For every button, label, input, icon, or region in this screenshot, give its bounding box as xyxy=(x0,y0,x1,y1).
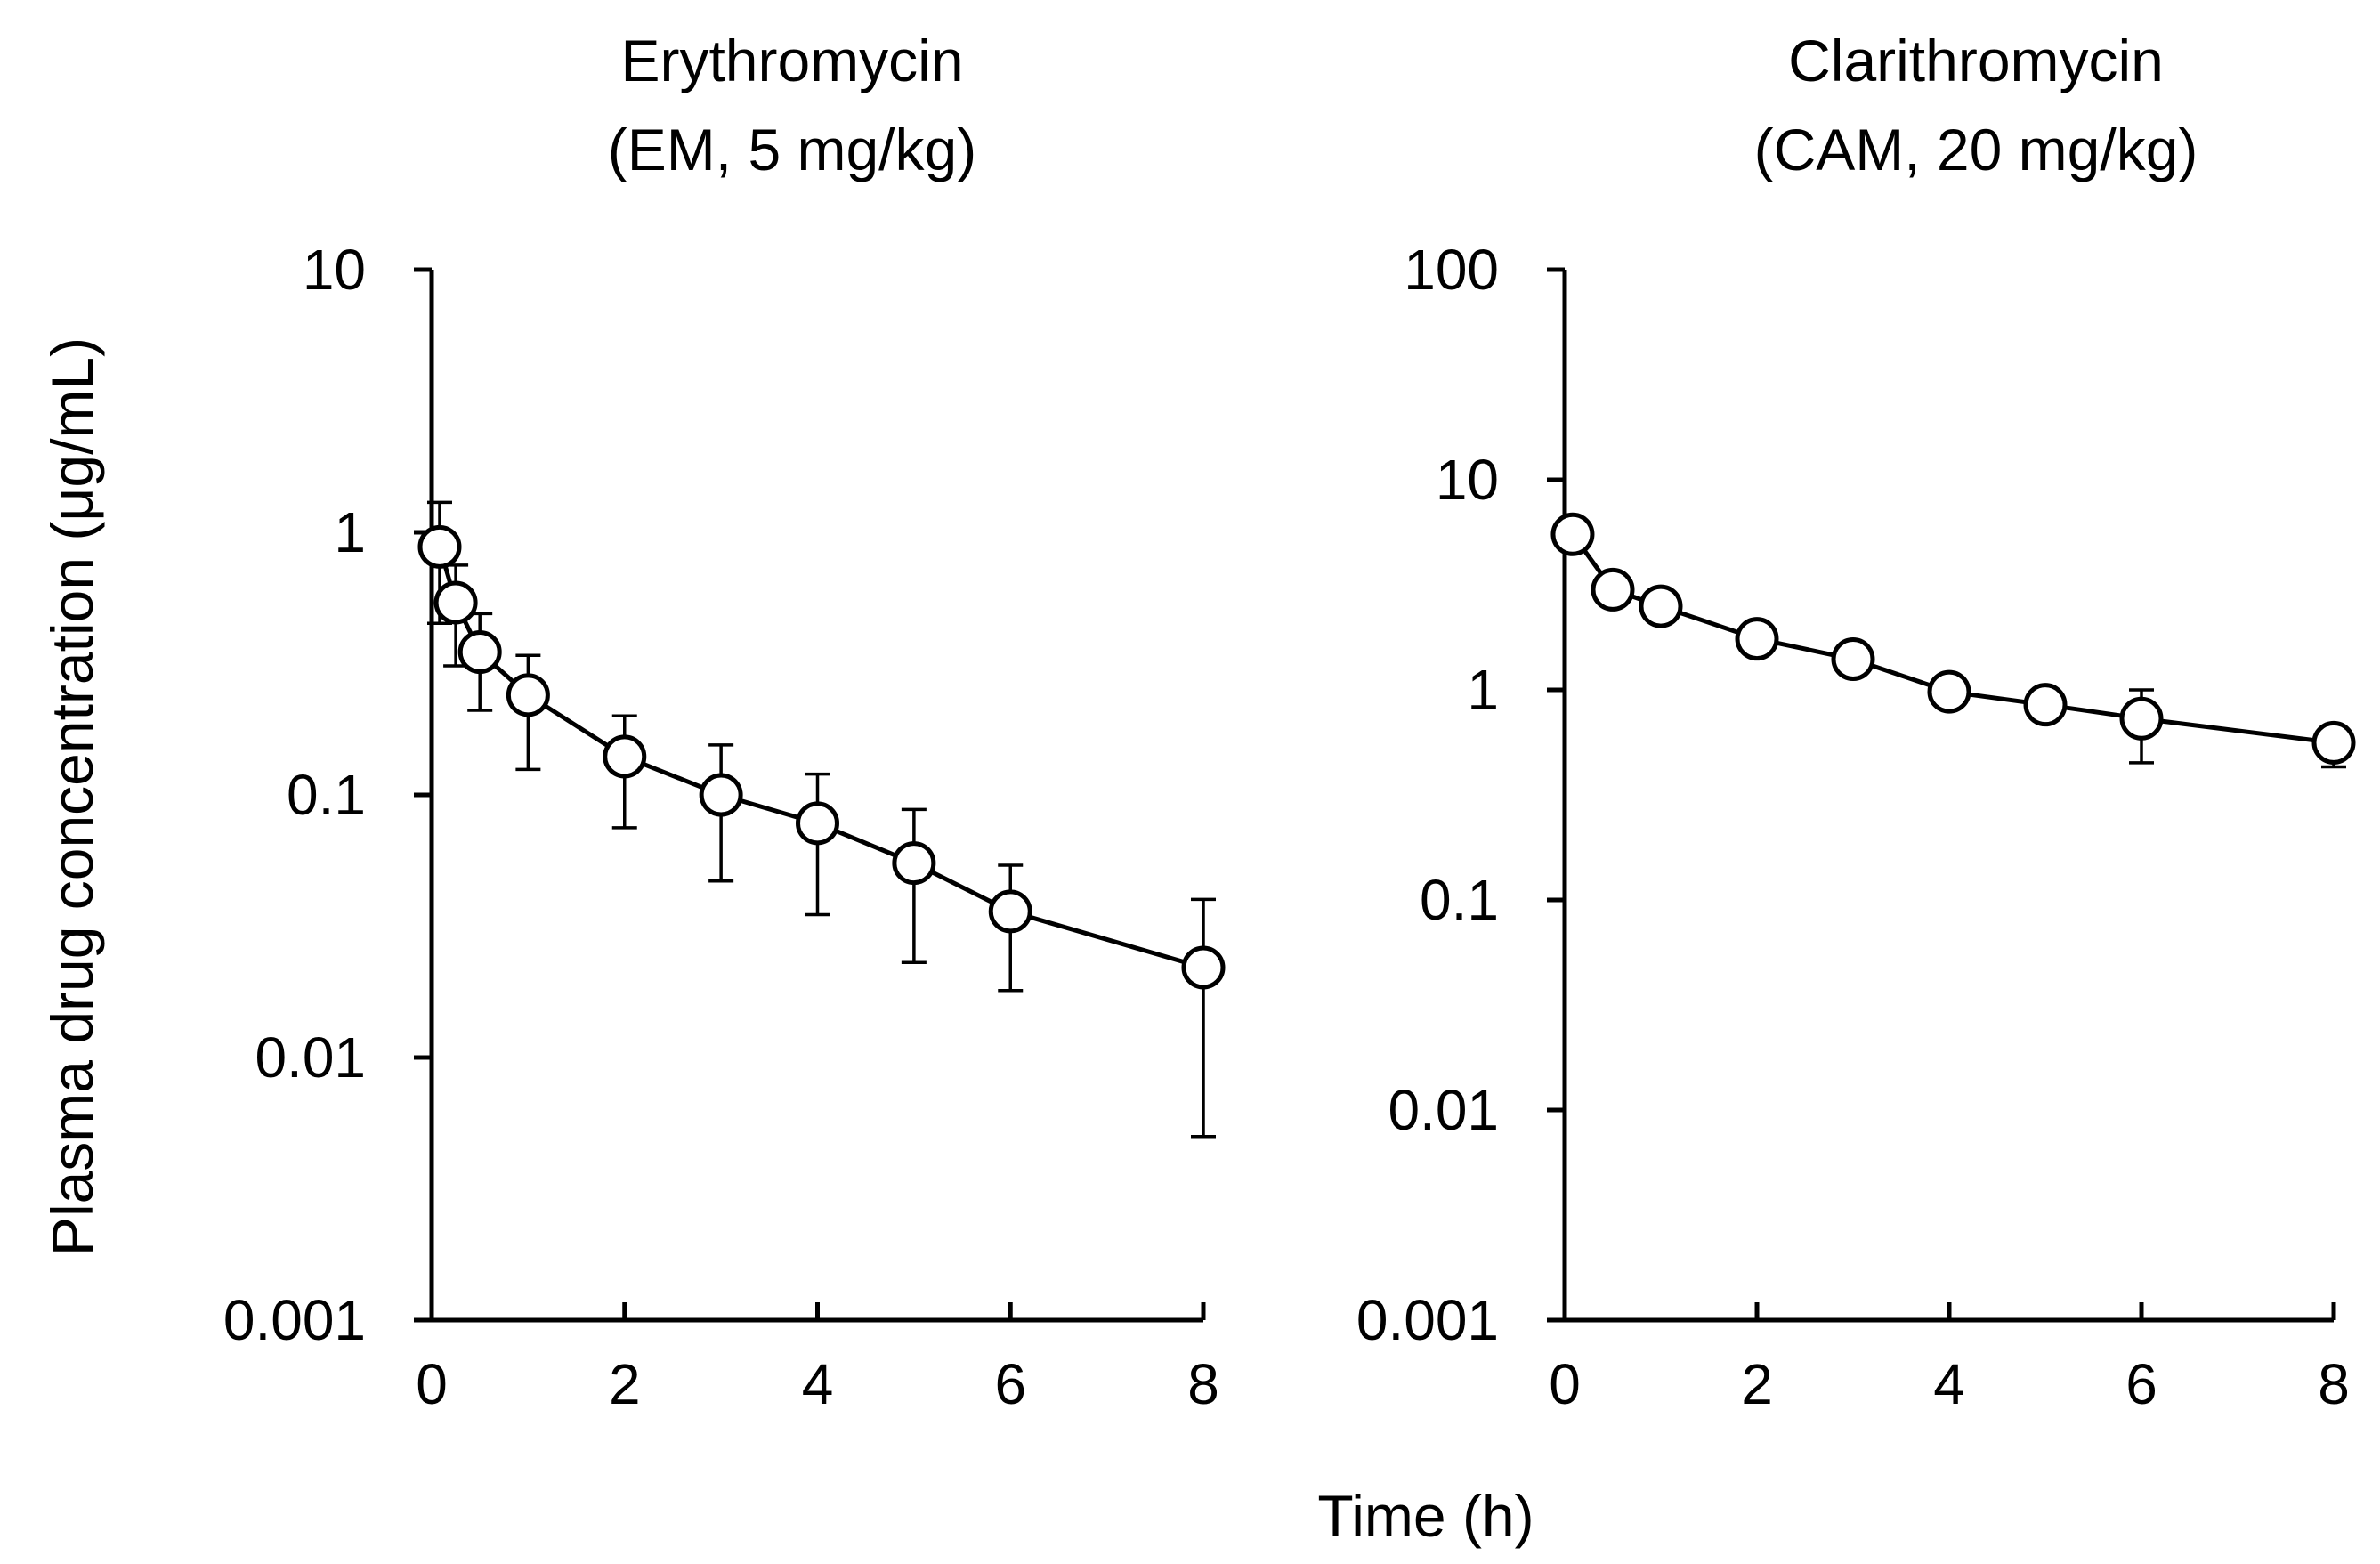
data-point xyxy=(699,773,743,817)
data-point xyxy=(1927,669,1971,714)
data-point xyxy=(892,841,936,886)
y-tick-label: 1 xyxy=(1467,658,1499,722)
y-tick-label: 10 xyxy=(1436,448,1499,512)
data-point xyxy=(2119,696,2164,741)
y-tick-label: 0.1 xyxy=(1420,868,1499,932)
data-point xyxy=(988,889,1032,934)
data-point xyxy=(2311,720,2356,765)
data-point xyxy=(506,673,550,717)
data-point xyxy=(2023,683,2068,727)
y-tick-label: 100 xyxy=(1404,238,1499,302)
x-tick-label: 4 xyxy=(1933,1352,1965,1416)
x-axis-label: Time (h) xyxy=(1317,1483,1534,1549)
x-tick-label: 6 xyxy=(994,1352,1026,1416)
data-point xyxy=(603,734,647,779)
chart-title: Erythromycin xyxy=(620,28,963,93)
chart-subtitle: (CAM, 20 mg/kg) xyxy=(1754,117,2198,182)
y-tick-label: 10 xyxy=(303,238,366,302)
x-tick-label: 4 xyxy=(802,1352,834,1416)
y-tick-label: 0.01 xyxy=(1388,1078,1499,1142)
data-point xyxy=(433,580,478,625)
data-point xyxy=(1181,945,1226,990)
data-point xyxy=(457,629,502,674)
data-point xyxy=(796,801,839,846)
x-tick-label: 2 xyxy=(1741,1352,1773,1416)
data-point xyxy=(1550,512,1595,556)
y-tick-label: 1 xyxy=(334,500,366,564)
data-point xyxy=(1639,584,1683,628)
x-tick-label: 0 xyxy=(1549,1352,1581,1416)
x-tick-label: 2 xyxy=(609,1352,641,1416)
data-point xyxy=(1735,617,1779,661)
y-tick-label: 0.001 xyxy=(1356,1288,1499,1352)
data-point xyxy=(417,524,462,569)
series-line xyxy=(437,546,1204,970)
y-axis-label: Plasma drug concentration (μg/mL) xyxy=(39,337,105,1256)
x-tick-label: 8 xyxy=(1187,1352,1219,1416)
chart-panel-erythromycin: Erythromycin (EM, 5 mg/kg) 0.001 0.01 0.1 1… xyxy=(223,28,1226,1416)
y-tick-label: 0.001 xyxy=(223,1288,366,1352)
chart-title: Clarithromycin xyxy=(1788,28,2164,93)
data-point xyxy=(1591,567,1635,612)
chart-subtitle: (EM, 5 mg/kg) xyxy=(608,117,976,182)
x-tick-label: 8 xyxy=(2318,1352,2350,1416)
y-tick-label: 0.01 xyxy=(255,1025,366,1090)
x-tick-label: 6 xyxy=(2125,1352,2157,1416)
x-tick-label: 0 xyxy=(416,1352,448,1416)
data-point xyxy=(1831,637,1875,682)
chart-panel-clarithromycin: Clarithromycin (CAM, 20 mg/kg) 0.001 0.01… xyxy=(1356,28,2356,1416)
y-tick-label: 0.1 xyxy=(287,763,366,827)
